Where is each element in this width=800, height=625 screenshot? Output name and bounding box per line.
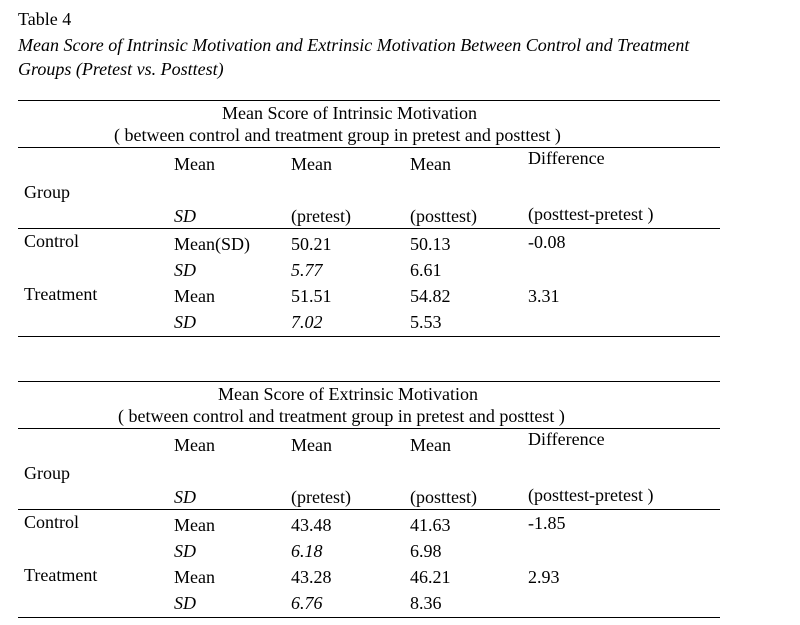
row-mean-label: Mean(SD) xyxy=(174,234,250,254)
row-sd-label: SD xyxy=(174,312,196,332)
header-col2-top: Mean xyxy=(291,154,332,174)
posttest-sd-cell: 6.61 xyxy=(410,260,442,280)
body-rule xyxy=(18,509,720,510)
pretest-mean-cell: 43.28 xyxy=(291,567,332,587)
pretest-sd-cell: 6.76 xyxy=(291,593,323,613)
row-mean-label: Mean xyxy=(174,286,215,306)
table-caption-line-1: Mean Score of Intrinsic Motivation and E… xyxy=(18,35,690,55)
header-group: Group xyxy=(24,182,70,202)
posttest-mean-cell: 46.21 xyxy=(410,567,451,587)
posttest-sd-cell: 8.36 xyxy=(410,593,442,613)
difference-cell: 2.93 xyxy=(528,567,560,587)
difference-cell: -1.85 xyxy=(528,513,566,533)
table-top-rule xyxy=(18,100,720,101)
posttest-sd-cell: 6.98 xyxy=(410,541,442,561)
header-col1-top: Mean xyxy=(174,154,215,174)
difference-cell: 3.31 xyxy=(528,286,560,306)
pretest-sd-cell: 5.77 xyxy=(291,260,323,280)
row-mean-label: Mean xyxy=(174,567,215,587)
header-rule xyxy=(18,428,720,429)
pretest-sd-cell: 7.02 xyxy=(291,312,323,332)
header-col4-bottom: (posttest-pretest ) xyxy=(528,485,654,505)
row-group-label: Control xyxy=(24,512,80,532)
table-title: Mean Score of Extrinsic Motivation xyxy=(218,384,478,404)
header-col1-bottom: SD xyxy=(174,487,196,507)
header-col2-bottom: (pretest) xyxy=(291,487,351,507)
row-mean-label: Mean xyxy=(174,515,215,535)
header-col3-bottom: (posttest) xyxy=(410,487,477,507)
header-col1-bottom: SD xyxy=(174,206,196,226)
posttest-mean-cell: 50.13 xyxy=(410,234,451,254)
table-caption-line-2: Groups (Pretest vs. Posttest) xyxy=(18,59,224,79)
header-col2-top: Mean xyxy=(291,435,332,455)
posttest-sd-cell: 5.53 xyxy=(410,312,442,332)
pretest-sd-cell: 6.18 xyxy=(291,541,323,561)
table-subtitle: ( between control and treatment group in… xyxy=(114,125,561,145)
header-rule xyxy=(18,147,720,148)
header-col4-bottom: (posttest-pretest ) xyxy=(528,204,654,224)
header-col3-top: Mean xyxy=(410,435,451,455)
table-bottom-rule xyxy=(18,336,720,337)
header-col1-top: Mean xyxy=(174,435,215,455)
header-col4-top: Difference xyxy=(528,429,605,449)
posttest-mean-cell: 41.63 xyxy=(410,515,451,535)
row-group-label: Treatment xyxy=(24,565,98,585)
row-group-label: Control xyxy=(24,231,80,251)
row-sd-label: SD xyxy=(174,593,196,613)
header-col4-top: Difference xyxy=(528,148,605,168)
header-col3-top: Mean xyxy=(410,154,451,174)
table-subtitle: ( between control and treatment group in… xyxy=(118,406,565,426)
table-bottom-rule xyxy=(18,617,720,618)
table-number: Table 4 xyxy=(18,9,72,29)
pretest-mean-cell: 50.21 xyxy=(291,234,332,254)
row-sd-label: SD xyxy=(174,541,196,561)
body-rule xyxy=(18,228,720,229)
posttest-mean-cell: 54.82 xyxy=(410,286,451,306)
pretest-mean-cell: 43.48 xyxy=(291,515,332,535)
table-top-rule xyxy=(18,381,720,382)
difference-cell: -0.08 xyxy=(528,232,566,252)
header-col3-bottom: (posttest) xyxy=(410,206,477,226)
header-col2-bottom: (pretest) xyxy=(291,206,351,226)
row-sd-label: SD xyxy=(174,260,196,280)
table-title: Mean Score of Intrinsic Motivation xyxy=(222,103,477,123)
row-group-label: Treatment xyxy=(24,284,98,304)
pretest-mean-cell: 51.51 xyxy=(291,286,332,306)
header-group: Group xyxy=(24,463,70,483)
